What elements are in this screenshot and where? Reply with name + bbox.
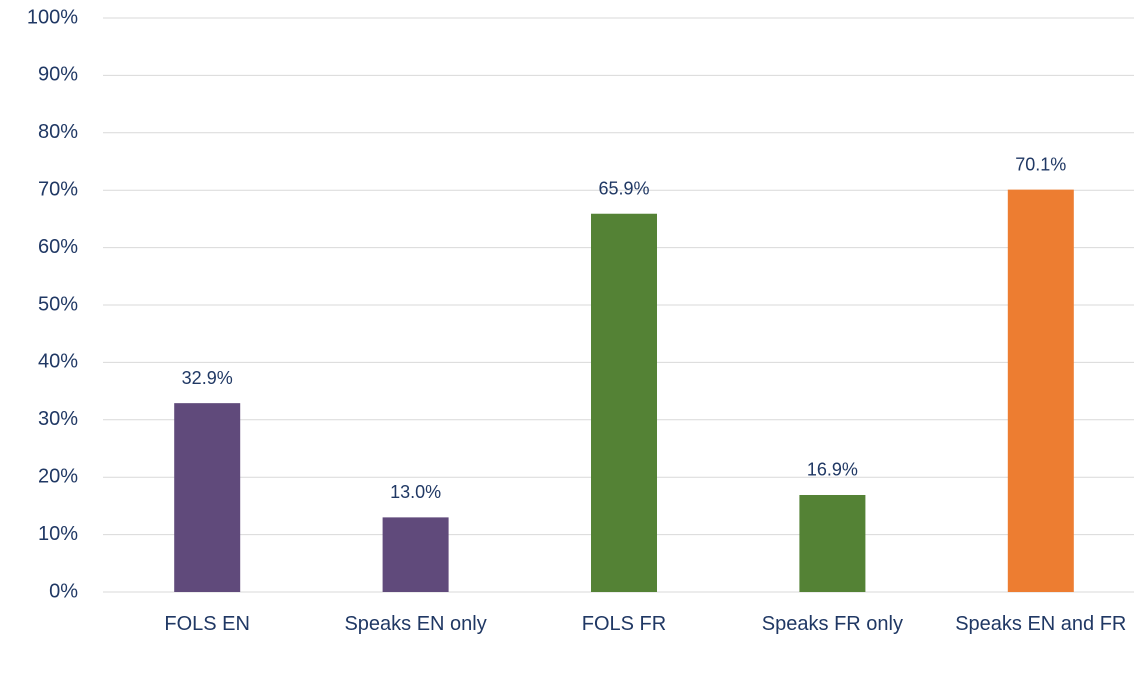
x-tick-label: Speaks FR only (761, 613, 903, 635)
y-tick-label: 80% (38, 121, 78, 143)
value-label: 13.0% (390, 482, 441, 502)
value-label: 65.9% (598, 178, 649, 198)
y-tick-label: 50% (38, 293, 78, 315)
y-tick-label: 90% (38, 64, 78, 86)
value-label: 32.9% (182, 368, 233, 388)
bar (799, 494, 866, 592)
x-tick-label: FOLS FR (581, 613, 667, 635)
y-tick-label: 10% (38, 523, 78, 545)
bar (1007, 189, 1074, 592)
y-tick-label: 0% (49, 580, 78, 602)
value-label: 16.9% (807, 460, 858, 480)
y-tick-label: 70% (38, 178, 78, 200)
y-tick-label: 60% (38, 236, 78, 258)
y-tick-label: 40% (38, 351, 78, 373)
bar (591, 213, 657, 592)
x-tick-label: Speaks EN only (344, 613, 487, 635)
x-tick-label: FOLS EN (164, 613, 250, 635)
y-tick-label: 20% (38, 465, 78, 487)
value-label: 70.1% (1015, 154, 1066, 174)
bar (382, 517, 449, 592)
bar (174, 403, 241, 592)
y-tick-label: 30% (38, 408, 78, 430)
y-tick-label: 100% (27, 6, 78, 28)
x-tick-label: Speaks EN and FR (955, 613, 1127, 635)
